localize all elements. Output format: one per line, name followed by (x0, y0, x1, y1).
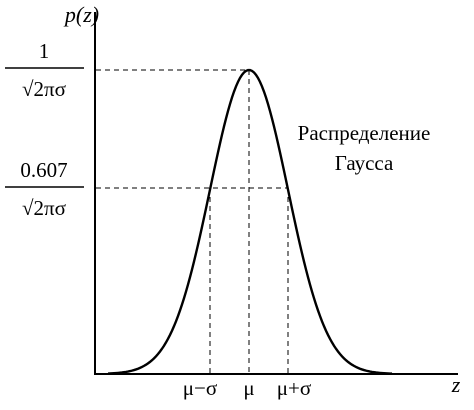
caption-line-1: Распределение (298, 121, 431, 145)
peak-denominator: √2πσ (22, 77, 66, 101)
tick-mu-minus-sigma: μ−σ (183, 376, 217, 400)
sigma-numerator: 0.607 (20, 158, 67, 182)
caption-line-2: Гаусса (335, 151, 394, 175)
y-axis-label: p(z) (63, 2, 99, 27)
tick-mu-plus-sigma: μ+σ (277, 376, 311, 400)
x-axis-label: z (451, 372, 461, 397)
sigma-value-label: 0.607 √2πσ (5, 158, 84, 220)
gaussian-curve (107, 68, 393, 375)
tick-mu: μ (243, 376, 254, 400)
sigma-denominator: √2πσ (22, 196, 66, 220)
peak-numerator: 1 (39, 39, 50, 63)
peak-value-label: 1 √2πσ (5, 39, 84, 101)
